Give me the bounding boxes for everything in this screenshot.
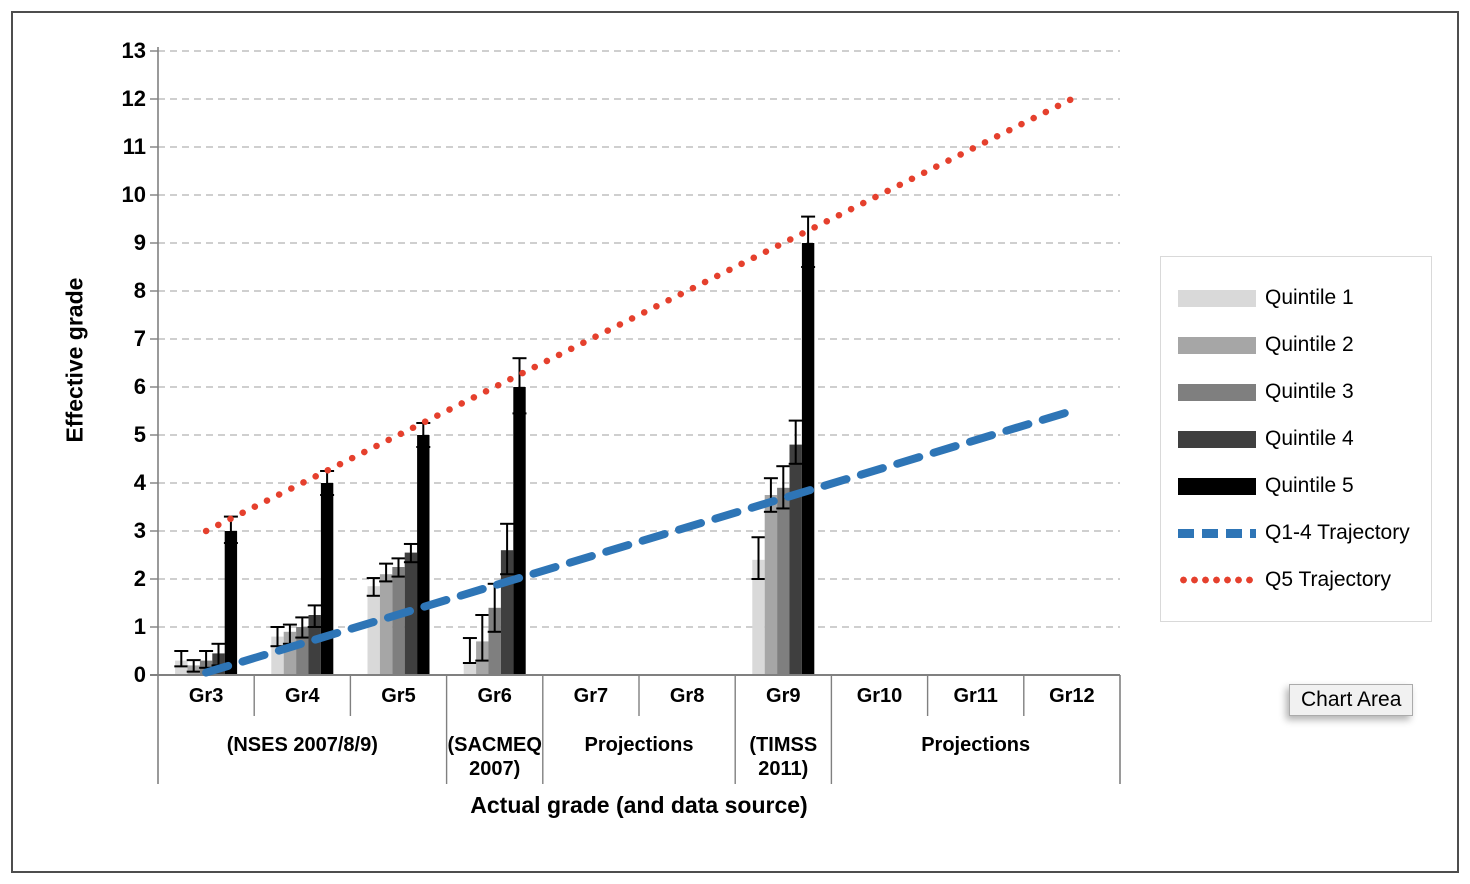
legend-entry[interactable]: Q5 Trajectory [1161,568,1431,592]
bar-quintile-2-gr5[interactable] [379,574,393,675]
legend-swatch-quintile-3 [1178,383,1256,401]
legend-label: Quintile 1 [1265,286,1354,309]
bar-quintile-1-gr9[interactable] [752,559,765,675]
y-tick-label: 2 [133,566,146,591]
q5-trajectory-line[interactable] [202,95,1076,535]
bar-quintile-2-gr9[interactable] [764,495,778,675]
y-tick-label: 3 [133,518,146,543]
y-tick-label: 0 [133,662,146,687]
x-category-label: Gr8 [669,684,705,707]
legend-entry[interactable]: Quintile 4 [1161,427,1431,451]
legend-swatch-quintile-4 [1178,430,1256,448]
legend-entry[interactable]: Quintile 5 [1161,474,1431,498]
y-tick-label: 8 [133,278,146,303]
y-tick-label: 5 [133,422,146,447]
x-source-group-label: Projections [584,734,694,756]
bar-quintile-3-gr5[interactable] [392,567,405,675]
legend-swatch-quintile-2 [1178,336,1256,354]
x-category-label: Gr3 [188,684,224,707]
y-tick-label: 9 [133,230,146,255]
bar-quintile-3-gr4[interactable] [296,627,309,675]
y-tick-label: 12 [121,86,146,111]
x-source-group-label: (NSES 2007/8/9) [226,734,378,756]
y-tick-label: 4 [133,470,146,495]
bar-quintile-5-gr5[interactable] [417,435,430,675]
bar-quintile-5-gr6[interactable] [513,387,526,675]
x-source-group-label: (TIMSS 2011) [749,734,818,780]
x-category-label: Gr11 [953,684,998,707]
bar-quintile-5-gr4[interactable] [320,483,334,675]
x-source-group-label: Projections [921,734,1031,756]
bar-quintile-3-gr9[interactable] [777,487,790,675]
legend-swatch-quintile-1 [1178,289,1256,307]
bar-quintile-1-gr6[interactable] [463,662,477,675]
x-category-label: Gr5 [381,684,416,707]
x-category-label: Gr12 [1049,684,1095,707]
y-tick-label: 13 [121,38,146,63]
legend-label: Quintile 3 [1265,380,1354,403]
bar-quintile-5-gr3[interactable] [224,531,238,675]
legend-entry[interactable]: Quintile 2 [1161,333,1431,357]
legend-swatch-q5-trajectory [1178,576,1256,584]
bar-quintile-4-gr4[interactable] [308,615,321,675]
y-tick-label: 7 [133,326,146,351]
bar-quintile-3-gr6[interactable] [488,607,501,675]
y-tick-label: 1 [133,614,146,639]
legend[interactable]: Quintile 1 Quintile 2 Quintile 3 Quintile 4… [1160,256,1432,622]
x-category-label: Gr10 [856,684,903,707]
legend-label: Q1-4 Trajectory [1265,521,1410,544]
chart-outer-border [11,11,1459,873]
y-axis-title: Effective grade [61,277,88,443]
x-axis-title: Actual grade (and data source) [470,792,808,818]
x-source-group-label: (SACMEQ 2007) [447,734,542,780]
bar-quintile-1-gr3[interactable] [175,660,188,675]
q1-4-trajectory-line[interactable] [202,407,1076,677]
legend-label: Q5 Trajectory [1265,568,1392,591]
legend-entry[interactable]: Quintile 1 [1161,286,1431,310]
bar-quintile-1-gr5[interactable] [367,586,380,675]
y-tick-label: 10 [121,182,146,207]
x-category-label: Gr7 [573,684,609,707]
legend-swatch-quintile-5 [1178,477,1256,495]
legend-entry[interactable]: Quintile 3 [1161,380,1431,404]
y-tick-label: 6 [133,374,146,399]
chart-area-label: Chart Area [1301,688,1402,711]
x-category-label: Gr9 [766,684,801,707]
y-tick-label: 11 [122,134,146,159]
x-category-label: Gr6 [477,684,512,707]
legend-swatch-q1-4-trajectory [1178,528,1256,538]
bar-quintile-4-gr9[interactable] [789,444,802,675]
legend-label: Quintile 4 [1265,427,1354,450]
legend-label: Quintile 5 [1265,474,1354,497]
chart-area-tooltip: Chart Area [1289,684,1414,716]
legend-entry[interactable]: Q1-4 Trajectory [1161,521,1431,545]
x-category-label: Gr4 [285,684,320,707]
legend-label: Quintile 2 [1265,333,1354,356]
bar-quintile-5-gr9[interactable] [801,243,815,675]
